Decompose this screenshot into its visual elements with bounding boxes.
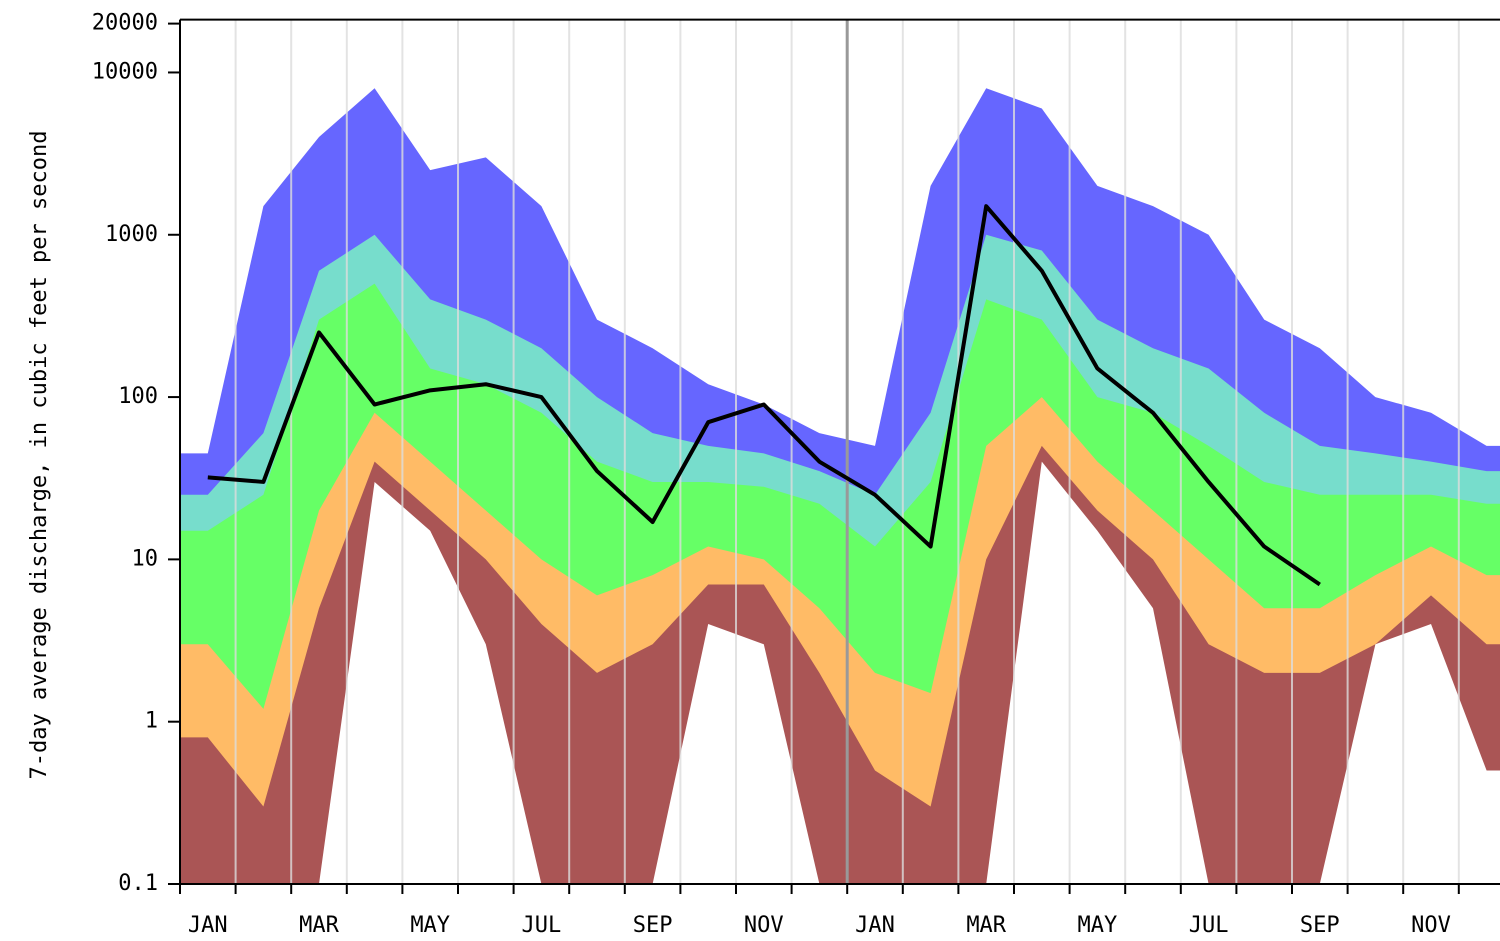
y-tick-label: 0.1 (118, 871, 158, 896)
y-tick-label: 10000 (92, 59, 158, 84)
discharge-line (207, 204, 1321, 587)
y-axis-label: 7-day average discharge, in cubic feet p… (27, 130, 52, 779)
y-tick-label: 10 (132, 546, 159, 571)
x-tick-label: JUL (522, 913, 562, 938)
x-tick-label: JAN (855, 913, 895, 938)
x-tick-label: MAR (966, 913, 1006, 938)
x-tick-label: MAY (410, 913, 450, 938)
plot-area (180, 19, 1500, 884)
x-tick-label: MAR (299, 913, 339, 938)
x-tick-label: NOV (1411, 913, 1451, 938)
y-tick-label: 100 (118, 384, 158, 409)
x-tick-label: NOV (744, 913, 784, 938)
x-tick-label: JAN (188, 913, 228, 938)
y-tick-label: 20000 (92, 11, 158, 36)
x-tick-label: SEP (633, 913, 673, 938)
y-tick-label: 1000 (105, 222, 158, 247)
x-tick-label: JUL (1189, 913, 1229, 938)
y-tick-label: 1 (145, 709, 158, 734)
x-tick-label: SEP (1300, 913, 1340, 938)
x-tick-label: MAY (1078, 913, 1118, 938)
percentile-area (180, 461, 1500, 884)
